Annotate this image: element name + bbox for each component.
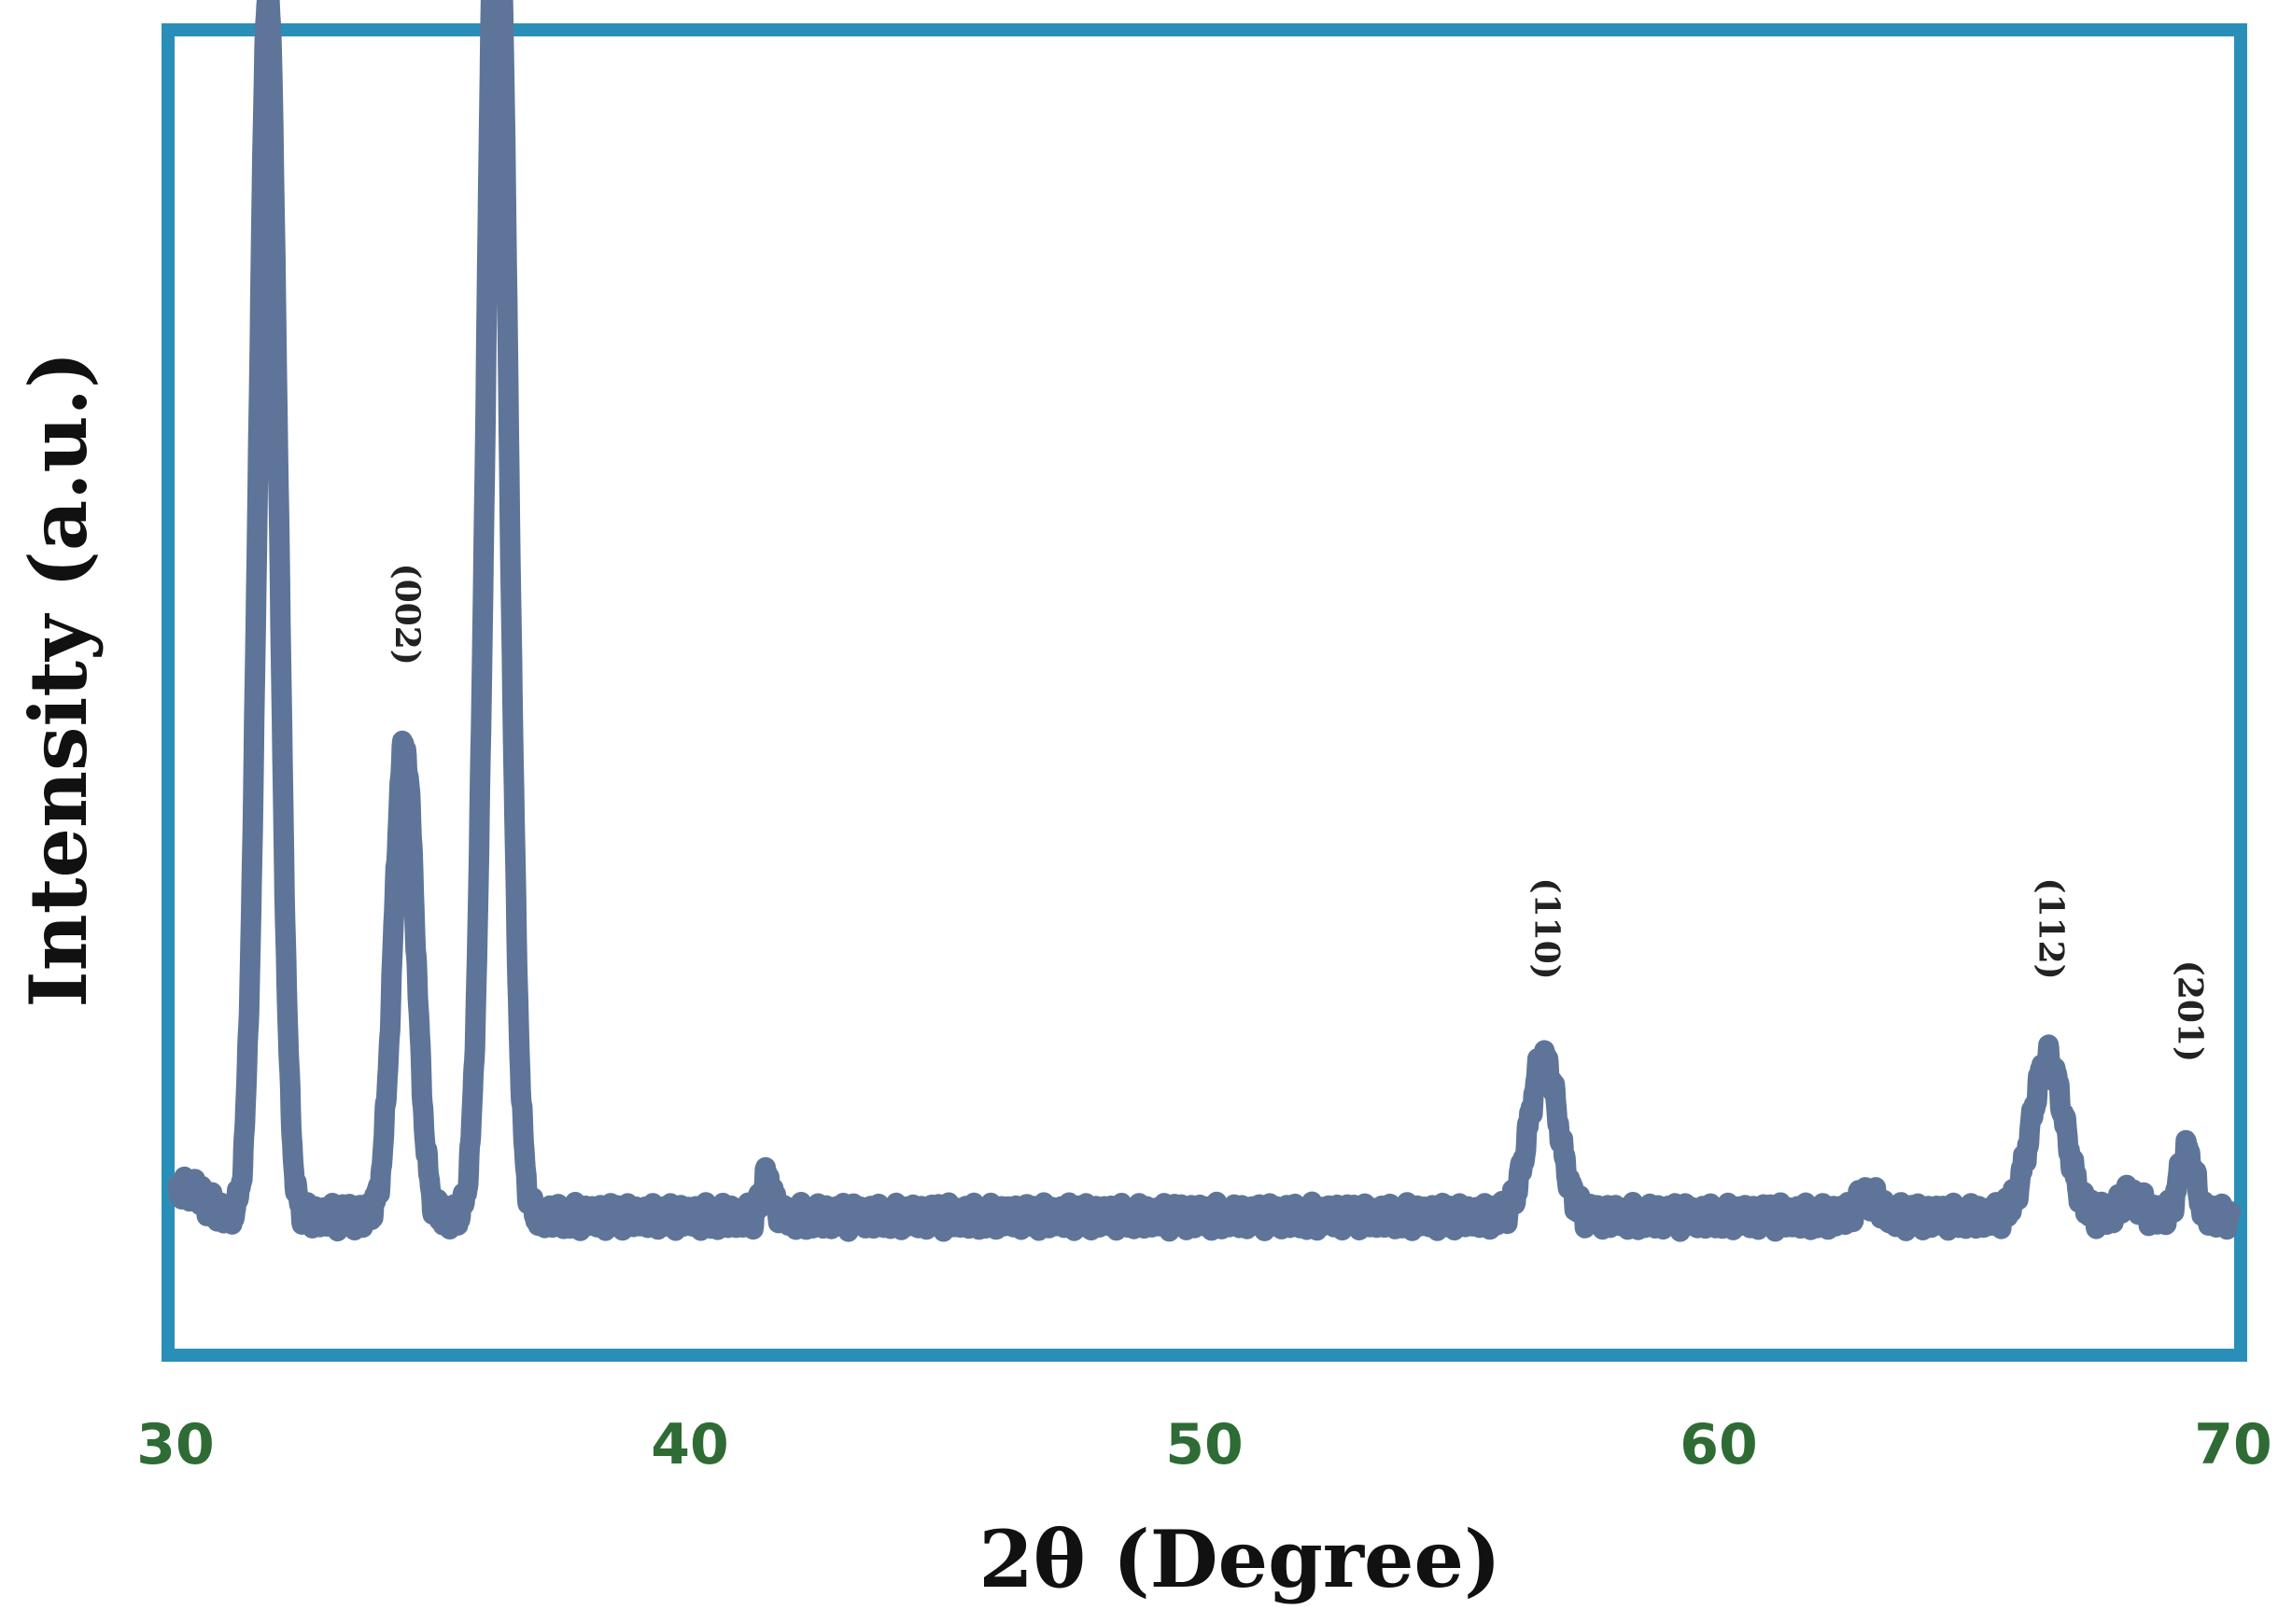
peak-label: (002) bbox=[387, 564, 427, 665]
peak-label: (201) bbox=[2170, 960, 2209, 1062]
series-layer bbox=[167, 0, 2242, 1242]
xrd-series-line bbox=[167, 0, 2242, 1242]
x-axis-title: 2θ (Degree) bbox=[978, 1513, 1500, 1605]
x-tick-label: 60 bbox=[1680, 1412, 1758, 1477]
x-tick-label: 50 bbox=[1165, 1412, 1244, 1477]
peak-label: (112) bbox=[2032, 877, 2071, 979]
x-tick-label: 30 bbox=[136, 1412, 215, 1477]
x-tick-labels: 30 40 50 60 70 bbox=[136, 1412, 2272, 1477]
peak-labels: (100)(002)(101)(110)(112)(201) bbox=[387, 564, 2209, 1062]
x-tick-label: 70 bbox=[2194, 1412, 2272, 1477]
x-tick-label: 40 bbox=[651, 1412, 729, 1477]
peak-label: (110) bbox=[1527, 877, 1567, 979]
y-axis-title: Intensity (a.u.) bbox=[12, 351, 105, 1007]
